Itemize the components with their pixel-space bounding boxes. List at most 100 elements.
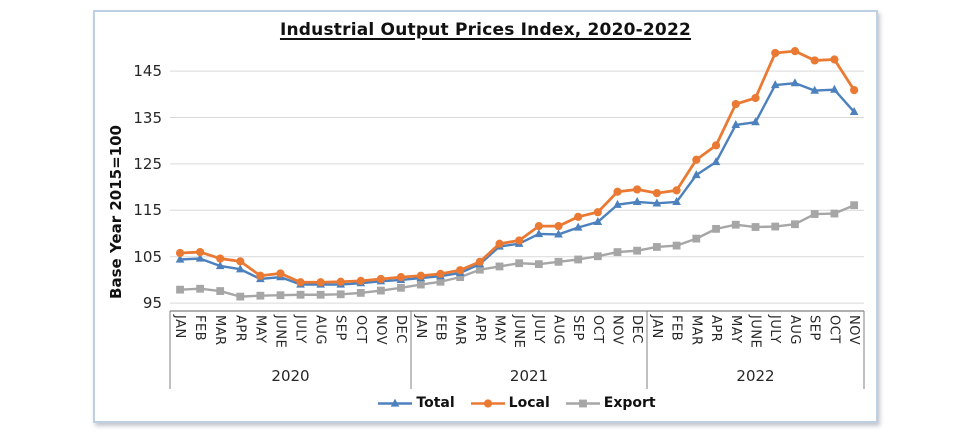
- square-marker: [593, 252, 602, 261]
- month-label: FEB: [668, 315, 684, 342]
- circle-marker: [515, 236, 524, 245]
- triangle-marker: [751, 117, 760, 126]
- triangle-marker: [849, 107, 859, 116]
- year-label: 2022: [736, 367, 775, 385]
- circle-marker: [376, 274, 385, 284]
- circle-marker: [731, 99, 740, 109]
- month-label: MAY: [727, 315, 743, 344]
- circle-marker: [316, 278, 325, 287]
- square-marker: [830, 209, 839, 218]
- chart-title: Industrial Output Prices Index, 2020-202…: [279, 20, 692, 40]
- circle-marker: [475, 257, 484, 266]
- month-label: OCT: [352, 315, 368, 344]
- circle-marker: [771, 48, 780, 58]
- series-line-total: [179, 81, 856, 286]
- triangle-marker: [391, 398, 400, 407]
- month-label: MAR: [452, 315, 468, 346]
- year-label: 2020: [271, 367, 310, 385]
- circle-marker: [790, 47, 800, 56]
- month-label: JULY: [292, 315, 308, 344]
- triangle-marker: [711, 157, 721, 166]
- circle-marker: [495, 239, 504, 248]
- circle-marker: [436, 269, 445, 278]
- month-label: FEB: [192, 315, 208, 342]
- triangle-marker: [593, 217, 603, 226]
- circle-marker: [396, 273, 406, 282]
- square-marker: [376, 286, 385, 295]
- circle-marker: [416, 271, 425, 280]
- circle-marker: [711, 141, 721, 150]
- triangle-marker: [790, 78, 800, 87]
- month-label: MAR: [212, 315, 228, 346]
- square-marker: [672, 241, 681, 250]
- square-marker: [534, 260, 543, 269]
- month-label: DEC: [629, 315, 645, 344]
- y-tick-label: 135: [133, 108, 162, 127]
- square-marker: [475, 265, 484, 274]
- series-line-local: [179, 49, 856, 284]
- month-label: APR: [471, 315, 487, 343]
- triangle-marker: [830, 84, 839, 93]
- triangle-marker: [554, 229, 563, 238]
- month-label: JAN: [172, 315, 188, 339]
- square-marker: [397, 283, 405, 292]
- square-marker: [791, 220, 799, 229]
- circle-marker: [336, 277, 345, 286]
- legend-label: Total: [416, 395, 455, 411]
- month-label: SEP: [806, 315, 822, 341]
- triangle-marker: [573, 222, 583, 231]
- month-label: MAY: [491, 315, 507, 344]
- square-marker: [236, 292, 245, 301]
- year-label: 2021: [509, 367, 549, 385]
- triangle-marker: [692, 170, 701, 179]
- square-marker: [216, 287, 225, 295]
- month-label: JUNE: [511, 315, 527, 349]
- month-label: MAY: [252, 315, 268, 344]
- month-label: AUG: [312, 315, 328, 345]
- circle-marker: [356, 276, 365, 285]
- square-marker: [810, 210, 819, 218]
- month-label: OCT: [589, 315, 605, 344]
- line-chart-plot: [169, 47, 865, 389]
- circle-marker: [483, 398, 492, 408]
- circle-marker: [216, 254, 225, 263]
- legend-swatch-square: [565, 399, 600, 407]
- circle-marker: [830, 55, 839, 64]
- month-label: JAN: [412, 315, 428, 339]
- month-label: SEP: [570, 315, 586, 341]
- circle-marker: [810, 56, 819, 65]
- square-marker: [578, 399, 587, 407]
- circle-marker: [672, 186, 681, 195]
- month-label: JULY: [767, 315, 783, 344]
- series-line-export: [179, 204, 855, 298]
- triangle-marker: [632, 197, 642, 206]
- square-marker: [336, 290, 345, 299]
- month-label: APR: [232, 315, 248, 343]
- triangle-marker: [810, 85, 819, 94]
- square-marker: [712, 224, 720, 233]
- month-label: JUNE: [272, 315, 288, 349]
- month-label: AUG: [786, 315, 802, 345]
- triangle-marker: [652, 198, 662, 207]
- circle-marker: [236, 257, 245, 266]
- legend-item-local: Local: [470, 395, 550, 411]
- month-label: AUG: [550, 315, 566, 345]
- triangle-marker: [672, 197, 681, 206]
- month-label: JAN: [648, 315, 664, 339]
- legend-label: Local: [508, 395, 550, 411]
- square-marker: [633, 246, 642, 255]
- square-marker: [692, 234, 701, 243]
- triangle-marker: [235, 264, 245, 273]
- month-label: NOV: [609, 315, 625, 346]
- square-marker: [731, 220, 740, 229]
- circle-marker: [196, 247, 205, 257]
- square-marker: [256, 291, 265, 300]
- chart-legend: Total Local Export: [170, 395, 864, 411]
- y-tick-label: 95: [142, 294, 162, 313]
- square-marker: [554, 257, 563, 266]
- square-marker: [356, 289, 365, 297]
- square-marker: [196, 284, 205, 293]
- square-marker: [276, 291, 285, 300]
- y-tick-label: 145: [133, 62, 162, 81]
- y-tick-label: 115: [133, 201, 162, 220]
